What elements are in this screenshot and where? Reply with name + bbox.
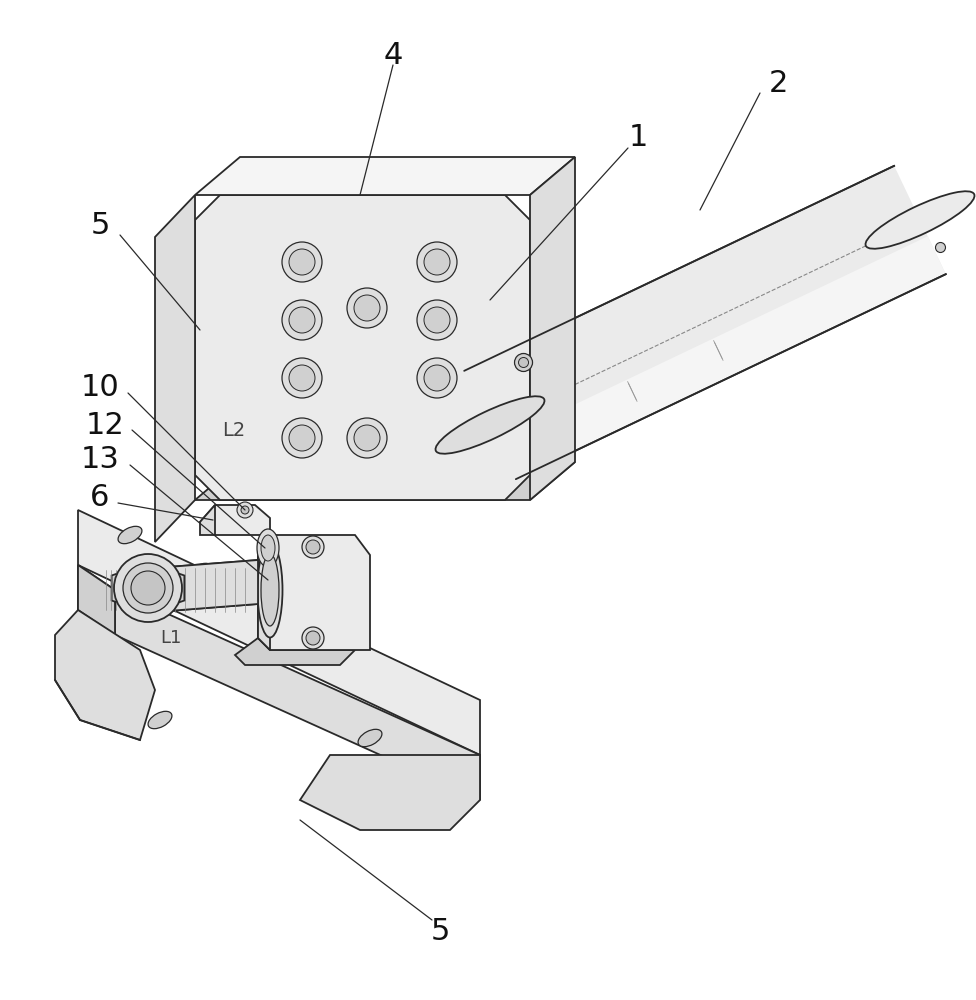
Circle shape	[289, 307, 315, 333]
Ellipse shape	[261, 554, 279, 626]
Circle shape	[306, 631, 320, 645]
Polygon shape	[235, 638, 355, 665]
Circle shape	[347, 288, 387, 328]
Ellipse shape	[866, 191, 974, 249]
Text: L2: L2	[222, 420, 245, 440]
Circle shape	[518, 357, 529, 367]
Polygon shape	[200, 505, 270, 535]
Circle shape	[282, 358, 322, 398]
Text: 6: 6	[91, 484, 109, 512]
Polygon shape	[111, 563, 184, 613]
Polygon shape	[55, 610, 155, 740]
Circle shape	[289, 365, 315, 391]
Polygon shape	[115, 590, 480, 800]
Circle shape	[241, 506, 249, 514]
Circle shape	[114, 554, 182, 622]
Circle shape	[354, 425, 380, 451]
Polygon shape	[258, 535, 370, 650]
Circle shape	[417, 300, 457, 340]
Text: 2: 2	[768, 68, 788, 98]
Circle shape	[514, 353, 533, 371]
Text: 5: 5	[430, 918, 450, 946]
Text: 4: 4	[384, 40, 403, 70]
Polygon shape	[195, 195, 530, 500]
Polygon shape	[78, 565, 115, 635]
Polygon shape	[155, 195, 195, 542]
Circle shape	[289, 249, 315, 275]
Circle shape	[354, 295, 380, 321]
Circle shape	[282, 418, 322, 458]
Polygon shape	[155, 560, 258, 612]
Polygon shape	[78, 510, 480, 755]
Circle shape	[424, 249, 450, 275]
Circle shape	[237, 502, 253, 518]
Circle shape	[417, 358, 457, 398]
Circle shape	[131, 571, 165, 605]
Text: L1: L1	[160, 629, 182, 647]
Ellipse shape	[257, 529, 279, 567]
Text: 10: 10	[81, 373, 119, 402]
Text: 1: 1	[629, 123, 648, 152]
Text: 12: 12	[86, 410, 124, 440]
Ellipse shape	[358, 729, 382, 747]
Polygon shape	[530, 157, 575, 500]
Ellipse shape	[118, 526, 142, 544]
Circle shape	[302, 627, 324, 649]
Polygon shape	[498, 236, 946, 479]
Text: 5: 5	[91, 211, 109, 239]
Polygon shape	[465, 166, 946, 479]
Polygon shape	[195, 462, 575, 500]
Polygon shape	[78, 565, 115, 635]
Text: 13: 13	[81, 446, 119, 475]
Circle shape	[302, 536, 324, 558]
Ellipse shape	[148, 711, 172, 729]
Circle shape	[935, 242, 946, 252]
Polygon shape	[195, 157, 575, 195]
Circle shape	[424, 307, 450, 333]
Circle shape	[424, 365, 450, 391]
Polygon shape	[300, 755, 480, 830]
Ellipse shape	[435, 396, 545, 454]
Circle shape	[347, 418, 387, 458]
Circle shape	[282, 242, 322, 282]
Circle shape	[417, 242, 457, 282]
Circle shape	[123, 563, 173, 613]
Circle shape	[289, 425, 315, 451]
Circle shape	[306, 540, 320, 554]
Circle shape	[282, 300, 322, 340]
Ellipse shape	[258, 542, 282, 638]
Ellipse shape	[261, 535, 275, 561]
Polygon shape	[258, 535, 270, 650]
Ellipse shape	[188, 563, 212, 581]
Polygon shape	[200, 505, 215, 535]
